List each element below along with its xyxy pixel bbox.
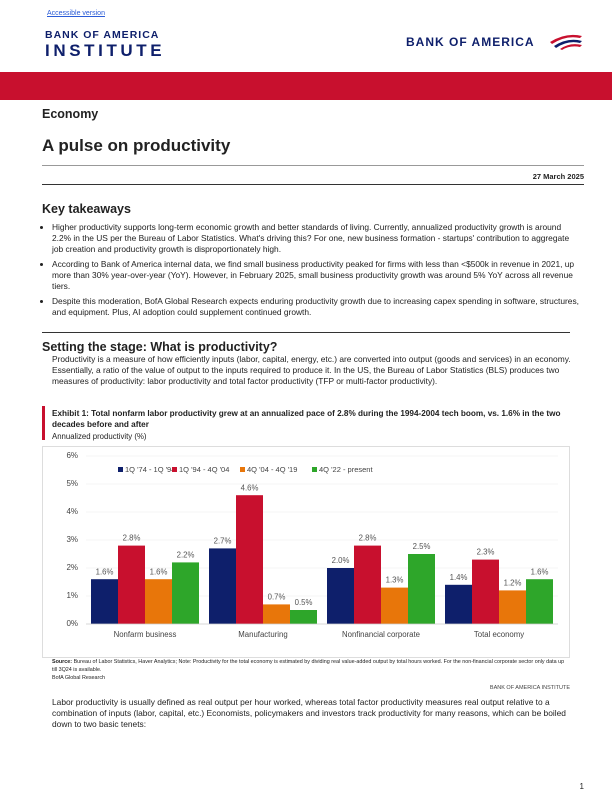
value-label: 2.7% (214, 536, 232, 545)
bar (472, 559, 499, 624)
bar (263, 604, 290, 624)
y-tick-label: 2% (66, 563, 78, 572)
bar (236, 495, 263, 624)
source-label: Source: (52, 659, 73, 665)
bullet: According to Bank of America internal da… (52, 259, 580, 292)
legend-label: 1Q '94 - 4Q '04 (179, 465, 229, 474)
value-label: 2.3% (477, 548, 495, 557)
exhibit-marker (42, 406, 45, 440)
bar (381, 587, 408, 624)
paragraph: Labor productivity is usually defined as… (52, 697, 566, 729)
page-number: 1 (579, 782, 584, 791)
heading: Key takeaways (42, 202, 131, 216)
rule (42, 165, 584, 166)
red-band (0, 72, 612, 100)
exhibit-title: Exhibit 1: Total nonfarm labor productiv… (52, 409, 561, 429)
bar (526, 579, 553, 624)
bar (499, 590, 526, 624)
x-tick-label: Manufacturing (238, 630, 287, 639)
title: A pulse on productivity (42, 136, 231, 155)
rule (42, 332, 570, 333)
bullet-list: Higher productivity supports long-term e… (42, 222, 580, 322)
value-label: 2.8% (123, 534, 141, 543)
rule (42, 184, 584, 185)
y-tick-label: 5% (66, 479, 78, 488)
bullet: Higher productivity supports long-term e… (52, 222, 580, 255)
brand: BANK OF AMERICA INSTITUTE (489, 685, 570, 691)
legend-swatch (240, 467, 245, 472)
value-label: 1.6% (150, 567, 168, 576)
value-label: 4.6% (241, 483, 259, 492)
bar (290, 610, 317, 624)
bar (145, 579, 172, 624)
date: 27 March 2025 (532, 172, 584, 181)
y-tick-label: 1% (66, 591, 78, 600)
exhibit-frame (42, 446, 570, 658)
heading: Setting the stage: What is productivity? (42, 340, 278, 354)
value-label: 0.5% (295, 598, 313, 607)
x-tick-label: Nonfarm business (114, 630, 177, 639)
bar (354, 545, 381, 624)
legend-label: 4Q '22 - present (319, 465, 373, 474)
section: Economy (42, 107, 99, 121)
paragraph: Productivity is a measure of how efficie… (52, 354, 571, 386)
legend-swatch (312, 467, 317, 472)
x-tick-label: Nonfinancial corporate (342, 630, 420, 639)
value-label: 1.2% (504, 578, 522, 587)
legend-label: 4Q '04 - 4Q '19 (247, 465, 297, 474)
bar (327, 568, 354, 624)
logo-top: BANK OF AMERICA (45, 29, 160, 41)
value-label: 2.8% (359, 534, 377, 543)
value-label: 1.6% (96, 567, 114, 576)
y-tick-label: 0% (66, 619, 78, 628)
value-label: 1.3% (386, 576, 404, 585)
source-org: BofA Global Research (52, 675, 106, 681)
value-label: 2.2% (177, 550, 195, 559)
y-tick-label: 4% (66, 507, 78, 516)
source-text: Bureau of Labor Statistics, Haver Analyt… (52, 659, 565, 673)
legend-swatch (172, 467, 177, 472)
bullet: Despite this moderation, BofA Global Res… (52, 296, 580, 318)
value-label: 2.0% (332, 556, 350, 565)
logo-flag (550, 34, 582, 50)
logo-right: BANK OF AMERICA (406, 35, 535, 49)
bar (408, 554, 435, 624)
value-label: 2.5% (413, 542, 431, 551)
y-tick-label: 6% (66, 451, 78, 460)
legend-label: 1Q '74 - 1Q '94 (125, 465, 175, 474)
logo-bottom: INSTITUTE (45, 41, 166, 60)
y-axis-label: Annualized productivity (%) (52, 432, 147, 441)
x-tick-label: Total economy (474, 630, 524, 639)
bar (172, 562, 199, 624)
legend-swatch (118, 467, 123, 472)
bar (209, 548, 236, 624)
y-tick-label: 3% (66, 535, 78, 544)
accessible-link[interactable]: Accessible version (47, 10, 105, 17)
bar (445, 584, 472, 624)
value-label: 0.7% (268, 592, 286, 601)
bar (91, 579, 118, 624)
bar (118, 545, 145, 624)
value-label: 1.6% (531, 567, 549, 576)
source: Source: Bureau of Labor Statistics, Have… (52, 658, 567, 682)
value-label: 1.4% (450, 573, 468, 582)
